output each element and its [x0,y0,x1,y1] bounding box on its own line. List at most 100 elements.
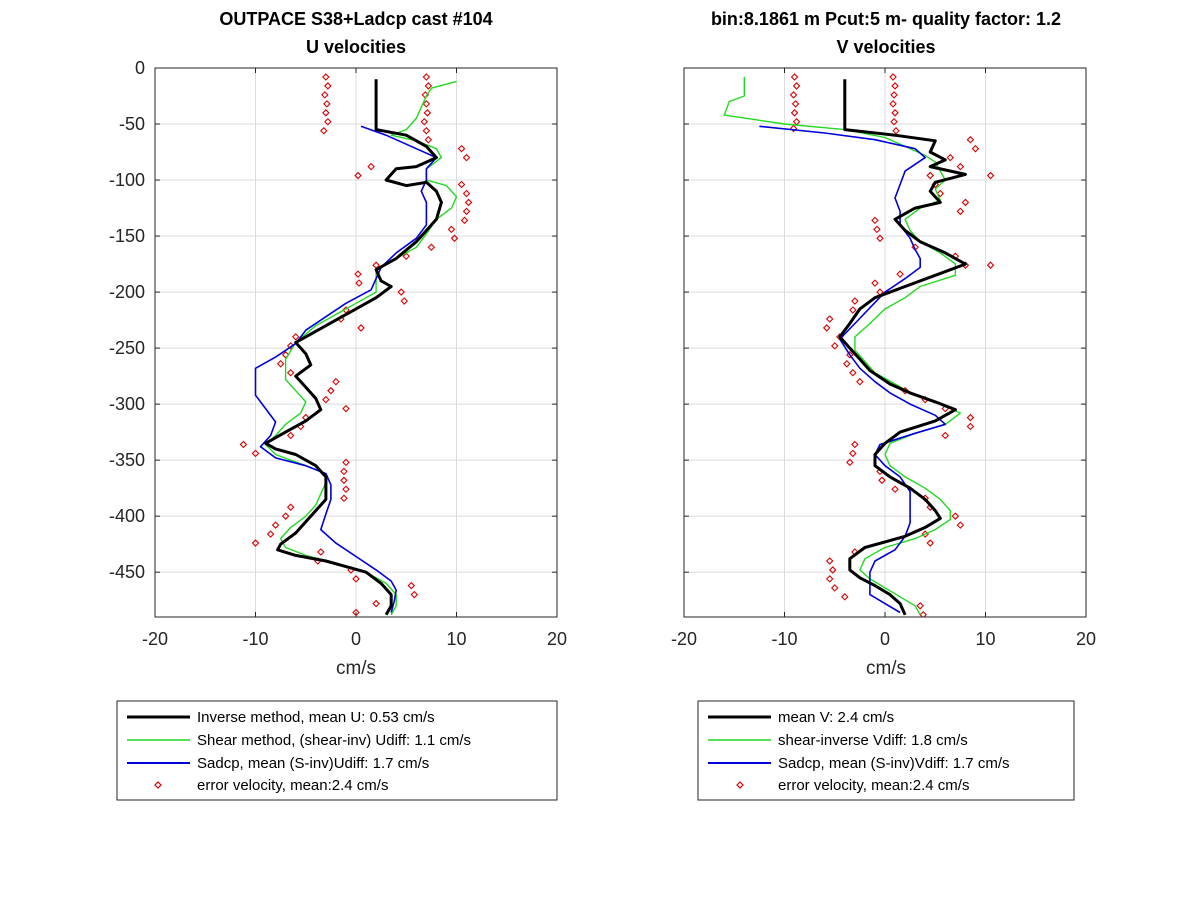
error-velocity-marker [946,153,955,162]
inverse-method-line [264,79,443,616]
shear-method-line [264,80,458,616]
error-velocity-marker [410,590,419,599]
error-velocity-marker [420,118,429,126]
error-velocity-marker [926,539,935,547]
error-velocity-marker [427,243,436,252]
error-velocity-marker [266,530,275,538]
error-velocity-marker [286,368,295,377]
error-velocity-marker [841,593,849,601]
error-velocity-marker [956,521,965,529]
error-velocity-marker [849,449,857,458]
x-tick-label: -20 [671,629,697,649]
error-velocity-marker [966,413,975,422]
error-velocity-marker [457,180,466,189]
error-velocity-marker [286,431,295,440]
error-velocity-marker [951,512,960,520]
error-velocity-marker [956,207,965,216]
error-velocity-marker [447,225,456,234]
error-velocity-marker [332,377,340,386]
v-legend-label-error: error velocity, mean:2.4 cm/s [778,777,969,794]
x-tick-label: 0 [880,629,890,649]
error-velocity-marker [889,73,897,81]
x-tick-label: 10 [446,629,466,649]
error-velocity-marker [936,189,945,198]
error-velocity-marker [460,216,469,225]
error-velocity-marker [986,171,995,180]
error-velocity-marker [790,109,799,117]
error-velocity-marker [986,261,995,269]
v-legend-marker-error [736,781,744,789]
v-legend-label-mean: mean V: 2.4 cm/s [778,709,894,726]
error-velocity-marker [956,162,965,171]
error-velocity-marker [851,440,859,449]
x-tick-label: 0 [351,629,361,649]
error-velocity-marker [281,512,290,520]
error-velocity-marker [352,575,360,583]
u-y-tick-labels: 0 -50 -100 -150 -200 -250 -300 -350 -400 -450 [109,58,145,582]
error-velocity-marker [286,503,295,511]
error-velocity-marker [424,135,433,144]
error-velocity-marker [873,225,881,234]
y-tick-label: -50 [119,114,145,134]
error-velocity-marker [324,82,332,90]
error-velocity-marker [849,306,857,314]
error-velocity-marker [317,548,325,556]
error-velocity-marker [896,270,904,278]
error-velocity-marker [792,82,801,90]
error-velocity-marker [926,171,935,180]
error-velocity-marker [462,153,471,162]
error-velocity-marker [422,73,431,81]
error-velocity-marker [916,602,924,610]
error-velocity-marker [352,608,360,617]
error-velocity-marker [322,109,330,117]
y-tick-label: 0 [135,58,145,78]
error-velocity-marker [891,82,899,90]
error-velocity-marker [354,270,362,278]
error-velocity-marker [422,126,431,135]
error-velocity-marker [340,494,348,503]
error-velocity-marker [966,422,975,431]
u-legend-label-sadcp: Sadcp, mean (S-inv)Udiff: 1.7 cm/s [197,755,429,772]
v-legend-label-sadcp: Sadcp, mean (S-inv)Vdiff: 1.7 cm/s [778,755,1009,772]
shear-method-line [723,77,962,616]
inverse-method-line [838,79,967,616]
v-legend: mean V: 2.4 cm/s shear-inverse Vdiff: 1.… [697,700,1075,801]
error-velocity-marker [355,279,363,287]
u-legend-marker-error [154,781,162,789]
error-velocity-marker [789,91,798,99]
error-velocity-marker [889,100,897,108]
error-velocity-marker [941,431,950,440]
v-chart-title: bin:8.1861 m Pcut:5 m- quality factor: 1… [711,9,1061,29]
x-tick-label: -10 [771,629,797,649]
error-velocity-marker [878,476,886,485]
x-tick-label: 20 [547,629,567,649]
error-velocity-marker [462,189,471,198]
y-tick-label: -200 [109,282,145,302]
error-velocity-marker [457,144,466,153]
y-tick-label: -450 [109,562,145,582]
error-velocity-marker [450,234,459,243]
error-velocity-marker [846,458,854,467]
error-velocity-marker [919,610,927,617]
u-chart-title: OUTPACE S38+Ladcp cast #104 [219,9,492,29]
y-tick-label: -150 [109,226,145,246]
error-velocity-marker [822,324,831,332]
error-velocity-marker [856,377,864,386]
u-plot-frame [154,67,558,618]
error-velocity-marker [342,458,350,467]
y-tick-label: -350 [109,450,145,470]
error-velocity-marker [846,351,854,359]
error-velocity-marker [324,118,332,126]
error-velocity-marker [825,315,834,323]
error-velocity-marker [891,109,899,117]
error-velocity-marker [423,109,432,117]
error-velocity-marker [342,485,350,494]
error-velocity-marker [354,171,362,180]
u-velocity-panel: OUTPACE S38+Ladcp cast #104 U velocities… [109,9,567,801]
error-velocity-marker [890,118,898,126]
error-velocity-marker [402,252,411,261]
u-legend-label-inverse: Inverse method, mean U: 0.53 cm/s [197,709,435,726]
error-velocity-marker [322,395,330,404]
error-velocity-marker [961,198,970,207]
u-series-group [239,73,473,617]
